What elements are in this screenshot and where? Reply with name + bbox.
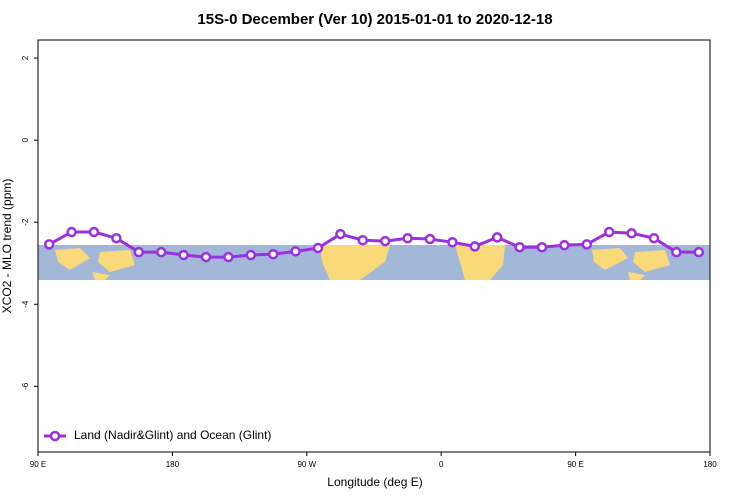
point xyxy=(312,242,324,254)
point xyxy=(88,226,100,238)
point xyxy=(223,251,234,263)
point xyxy=(133,246,145,258)
point xyxy=(648,232,660,244)
point xyxy=(200,251,212,263)
point xyxy=(514,241,525,253)
point xyxy=(402,232,413,244)
point xyxy=(290,246,301,257)
x-tick-label: 180 xyxy=(703,460,717,469)
point xyxy=(357,235,369,246)
y-tick-label: 2 xyxy=(21,55,30,60)
legend-marker xyxy=(49,430,61,442)
point xyxy=(43,239,55,250)
point xyxy=(536,241,548,253)
x-axis-label: Longitude (deg E) xyxy=(327,475,422,489)
x-tick-label: 90 W xyxy=(297,460,316,469)
point xyxy=(245,249,257,261)
x-tick-label: 90 E xyxy=(30,460,46,469)
point xyxy=(379,235,391,247)
point xyxy=(267,248,279,260)
point xyxy=(66,226,77,238)
point xyxy=(447,237,458,248)
chart-title: 15S-0 December (Ver 10) 2015-01-01 to 20… xyxy=(197,11,552,28)
y-tick-label: -2 xyxy=(21,218,30,226)
point xyxy=(111,232,122,244)
point xyxy=(491,232,503,243)
point xyxy=(671,246,682,258)
point xyxy=(603,226,615,238)
map-strip xyxy=(38,245,710,280)
y-tick-label: 0 xyxy=(21,137,30,142)
point xyxy=(693,246,705,258)
point xyxy=(581,239,593,250)
y-tick-label: -4 xyxy=(21,300,30,308)
point xyxy=(155,246,167,258)
point xyxy=(424,233,436,245)
legend-label: Land (Nadir&Glint) and Ocean (Glint) xyxy=(74,428,271,442)
y-tick-label: -6 xyxy=(21,382,30,390)
point xyxy=(626,228,637,239)
x-tick-label: 0 xyxy=(439,460,444,469)
y-axis-label: XCO2 - MLO trend (ppm) xyxy=(0,179,14,314)
plot-frame xyxy=(37,39,711,453)
point xyxy=(178,249,189,261)
point xyxy=(559,239,570,251)
point xyxy=(335,228,346,240)
x-tick-label: 180 xyxy=(166,460,180,469)
point xyxy=(469,241,481,252)
x-tick-label: 90 E xyxy=(567,460,583,469)
